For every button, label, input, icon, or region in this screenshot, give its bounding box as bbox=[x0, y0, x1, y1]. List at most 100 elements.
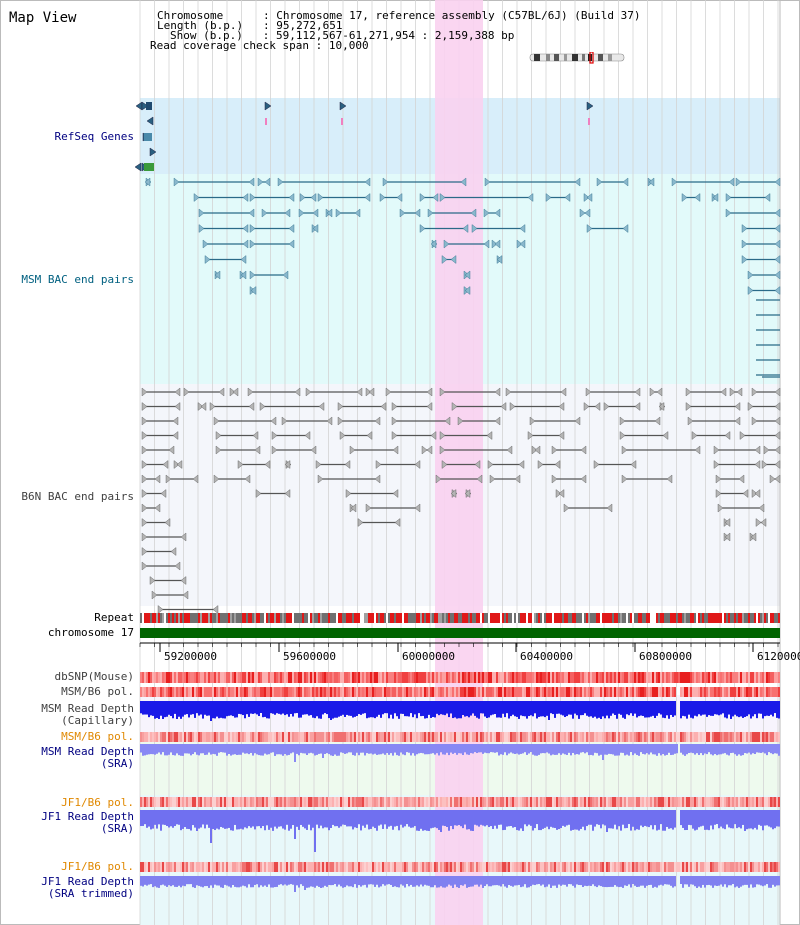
repeat-element bbox=[640, 613, 642, 623]
msm-b6-polymorphism-cell bbox=[218, 732, 220, 742]
repeat-element bbox=[288, 613, 290, 623]
jf1-sra-trimmed-depth-bar bbox=[246, 876, 248, 888]
track-label-refseq-genes[interactable]: RefSeq Genes bbox=[54, 130, 134, 143]
repeat-element bbox=[566, 613, 568, 623]
msm-bac-end-pair bbox=[284, 208, 291, 218]
jf1-sra-depth-bar bbox=[324, 810, 326, 828]
jf1-sra-depth-bar bbox=[702, 810, 704, 826]
jf1-sra-trimmed-depth-bar bbox=[736, 876, 738, 887]
track-label-msm-b6-pol-2[interactable]: MSM/B6 pol. bbox=[61, 730, 134, 743]
msm-b6-polymorphism-cell bbox=[142, 687, 144, 697]
jf1-sra-trimmed-depth-bar bbox=[590, 876, 592, 886]
jf1-sra-depth-bar bbox=[186, 810, 188, 829]
jf1-b6-polymorphism-cell bbox=[542, 797, 544, 807]
jf1-b6-polymorphism-cell bbox=[712, 797, 714, 807]
dbsnp-density-cell bbox=[458, 672, 460, 683]
msm-capillary-depth-bar bbox=[722, 701, 724, 714]
track-label-dbsnp[interactable]: dbSNP(Mouse) bbox=[54, 670, 134, 683]
msm-b6-polymorphism-cell bbox=[616, 687, 618, 697]
jf1-sra-depth-bar bbox=[548, 810, 550, 830]
b6n-bac-end-pair bbox=[294, 387, 301, 397]
msm-b6-polymorphism-cell bbox=[478, 732, 480, 742]
msm-b6-polymorphism-cell bbox=[214, 732, 216, 742]
jf1-sra-trimmed-depth-bar bbox=[578, 876, 580, 885]
jf1-sra-depth-bar bbox=[488, 810, 490, 828]
track-label-msm-depth-capillary[interactable]: MSM Read Depth (Capillary) bbox=[41, 702, 134, 727]
dbsnp-density-cell bbox=[446, 672, 448, 683]
jf1-sra-trimmed-depth-bar bbox=[252, 876, 254, 888]
msm-b6-polymorphism-cell bbox=[236, 687, 238, 697]
msm-sra-depth-bar bbox=[752, 744, 754, 754]
jf1-b6-polymorphism-cell bbox=[616, 862, 618, 872]
jf1-b6-polymorphism-cell bbox=[740, 797, 742, 807]
msm-b6-polymorphism-cell bbox=[552, 732, 554, 742]
msm-sra-depth-bar bbox=[746, 744, 748, 754]
jf1-b6-polymorphism-cell bbox=[704, 862, 706, 872]
msm-b6-polymorphism-cell bbox=[396, 732, 398, 742]
jf1-b6-polymorphism-cell bbox=[254, 862, 256, 872]
msm-sra-depth-bar bbox=[214, 744, 216, 755]
track-label-jf1-b6-pol-1[interactable]: JF1/B6 pol. bbox=[61, 796, 134, 809]
track-label-msm-bac-end-pairs[interactable]: MSM BAC end pairs bbox=[21, 273, 134, 286]
dbsnp-density-cell bbox=[432, 672, 434, 683]
chromosome-ideogram[interactable] bbox=[528, 52, 628, 64]
msm-sra-depth-bar bbox=[304, 744, 306, 754]
dbsnp-density-cell bbox=[188, 672, 190, 683]
msm-sra-depth-bar bbox=[638, 744, 640, 756]
jf1-sra-trimmed-depth-bar bbox=[586, 876, 588, 887]
jf1-b6-polymorphism-cell bbox=[532, 862, 534, 872]
msm-sra-depth-bar bbox=[572, 744, 574, 753]
msm-b6-polymorphism-cell bbox=[664, 687, 666, 697]
track-label-msm-depth-sra[interactable]: MSM Read Depth (SRA) bbox=[41, 745, 134, 770]
dbsnp-density-cell bbox=[506, 672, 508, 683]
track-label-jf1-depth-sra-trimmed[interactable]: JF1 Read Depth (SRA trimmed) bbox=[41, 875, 134, 900]
jf1-sra-trimmed-depth-bar bbox=[198, 876, 200, 886]
jf1-b6-polymorphism-cell bbox=[754, 862, 756, 872]
jf1-sra-depth-bar bbox=[342, 810, 344, 825]
jf1-sra-depth-bar bbox=[240, 810, 242, 829]
msm-b6-polymorphism-cell bbox=[172, 732, 174, 742]
msm-sra-depth-bar bbox=[322, 744, 324, 758]
jf1-sra-depth-bar bbox=[234, 810, 236, 825]
repeat-element bbox=[146, 613, 148, 623]
jf1-b6-polymorphism-cell bbox=[512, 797, 514, 807]
jf1-b6-polymorphism-cell bbox=[760, 797, 762, 807]
dbsnp-density-cell bbox=[504, 672, 506, 683]
repeat-element bbox=[598, 613, 600, 623]
msm-b6-polymorphism-cell bbox=[448, 687, 450, 697]
track-label-chromosome[interactable]: chromosome 17 bbox=[47, 626, 134, 639]
jf1-b6-polymorphism-cell bbox=[428, 862, 430, 872]
msm-sra-depth-bar bbox=[360, 744, 362, 753]
jf1-sra-trimmed-depth-bar bbox=[588, 876, 590, 886]
repeat-element bbox=[392, 613, 394, 623]
jf1-sra-depth-bar bbox=[388, 810, 390, 827]
track-label-msm-b6-pol-1[interactable]: MSM/B6 pol. bbox=[61, 685, 134, 698]
msm-capillary-depth-bar bbox=[524, 701, 526, 717]
jf1-b6-polymorphism-cell bbox=[334, 797, 336, 807]
b6n-bac-end-pair bbox=[365, 387, 372, 397]
msm-capillary-depth-bar bbox=[648, 701, 650, 718]
jf1-sra-trimmed-depth-bar bbox=[656, 876, 658, 888]
dbsnp-density-cell bbox=[202, 672, 204, 683]
jf1-sra-depth-bar bbox=[374, 810, 376, 829]
track-label-b6n-bac-end-pairs[interactable]: B6N BAC end pairs bbox=[21, 490, 134, 503]
msm-b6-polymorphism-cell bbox=[166, 732, 168, 742]
msm-bac-end-pair bbox=[364, 177, 371, 187]
msm-b6-polymorphism-cell bbox=[446, 732, 448, 742]
msm-capillary-depth-bar bbox=[296, 701, 298, 714]
track-label-repeat[interactable]: Repeat bbox=[94, 611, 134, 624]
dbsnp-density-cell bbox=[364, 672, 366, 683]
jf1-b6-polymorphism-cell bbox=[454, 797, 456, 807]
jf1-sra-depth-bar bbox=[746, 810, 748, 830]
b6n-bac-end-pair bbox=[345, 489, 352, 498]
track-label-jf1-b6-pol-2[interactable]: JF1/B6 pol. bbox=[61, 860, 134, 873]
msm-b6-polymorphism-cell bbox=[578, 732, 580, 742]
jf1-sra-trimmed-depth-bar bbox=[522, 876, 524, 887]
track-label-jf1-depth-sra[interactable]: JF1 Read Depth (SRA) bbox=[41, 810, 134, 835]
msm-b6-polymorphism-cell bbox=[538, 687, 540, 697]
b6n-bac-end-pair bbox=[141, 387, 148, 397]
b6n-bac-end-pair bbox=[141, 489, 148, 498]
msm-b6-polymorphism-cell bbox=[592, 687, 594, 697]
msm-b6-polymorphism-cell bbox=[532, 687, 534, 697]
